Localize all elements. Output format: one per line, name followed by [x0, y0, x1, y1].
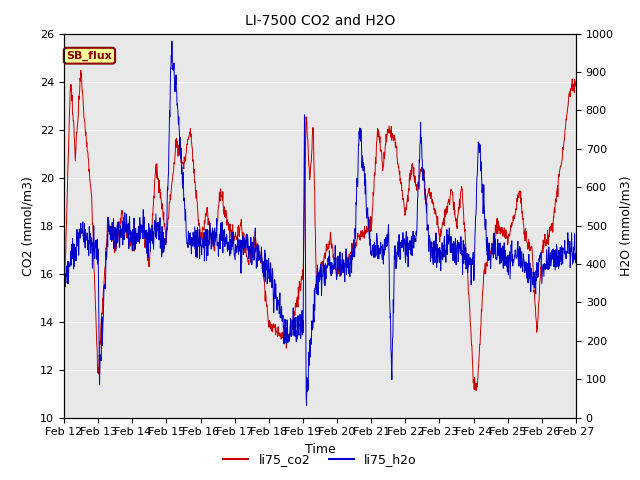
Text: SB_flux: SB_flux — [67, 50, 112, 61]
Legend: li75_co2, li75_h2o: li75_co2, li75_h2o — [218, 448, 422, 471]
X-axis label: Time: Time — [305, 443, 335, 456]
Y-axis label: H2O (mmol/m3): H2O (mmol/m3) — [620, 175, 632, 276]
Y-axis label: CO2 (mmol/m3): CO2 (mmol/m3) — [22, 176, 35, 276]
Title: LI-7500 CO2 and H2O: LI-7500 CO2 and H2O — [245, 14, 395, 28]
